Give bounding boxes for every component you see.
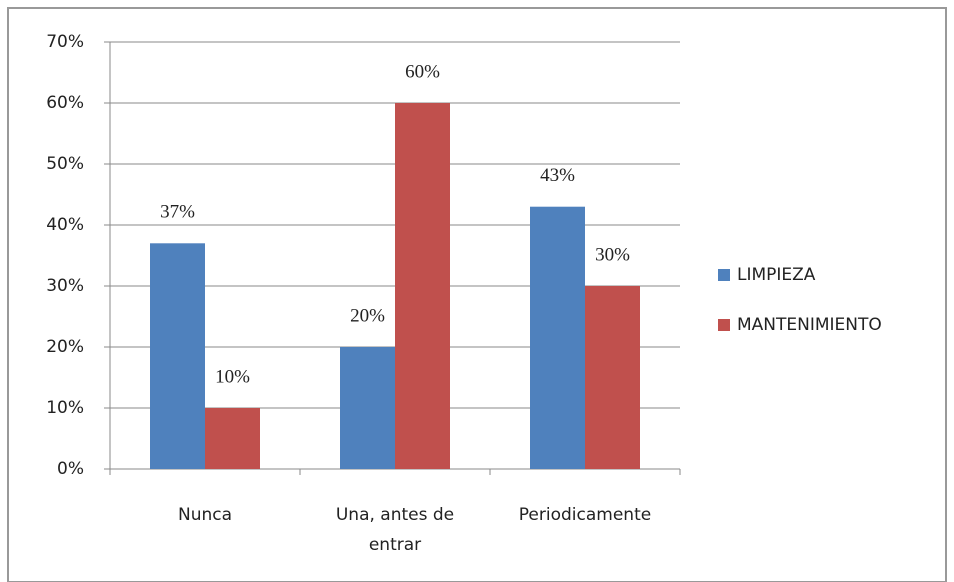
data-label: 37%: [160, 202, 195, 223]
x-tick-label: Nunca: [178, 505, 232, 525]
data-label: 30%: [595, 244, 630, 265]
bar: [585, 286, 640, 469]
legend-label: MANTENIMIENTO: [737, 315, 882, 335]
legend-label: LIMPIEZA: [737, 265, 816, 285]
bar: [395, 103, 450, 469]
y-tick-label: 70%: [46, 32, 84, 52]
y-tick-label: 40%: [46, 215, 84, 235]
y-tick-label: 10%: [46, 398, 84, 418]
bar: [340, 347, 395, 469]
y-tick-label: 30%: [46, 276, 84, 296]
y-tick-label: 60%: [46, 93, 84, 113]
legend-swatch: [718, 269, 730, 281]
data-label: 43%: [540, 165, 575, 186]
bar: [150, 243, 205, 469]
y-tick-label: 0%: [57, 459, 84, 479]
x-tick-label: Una, antes de entrar: [336, 505, 454, 555]
data-label: 10%: [215, 366, 250, 387]
data-label: 20%: [350, 305, 385, 326]
y-tick-label: 50%: [46, 154, 84, 174]
x-tick-label: Periodicamente: [519, 505, 651, 525]
bar: [530, 206, 585, 469]
data-label: 60%: [405, 61, 440, 82]
y-tick-label: 20%: [46, 337, 84, 357]
legend-swatch: [718, 319, 730, 331]
chart-frame: [7, 7, 947, 582]
bar: [205, 408, 260, 469]
